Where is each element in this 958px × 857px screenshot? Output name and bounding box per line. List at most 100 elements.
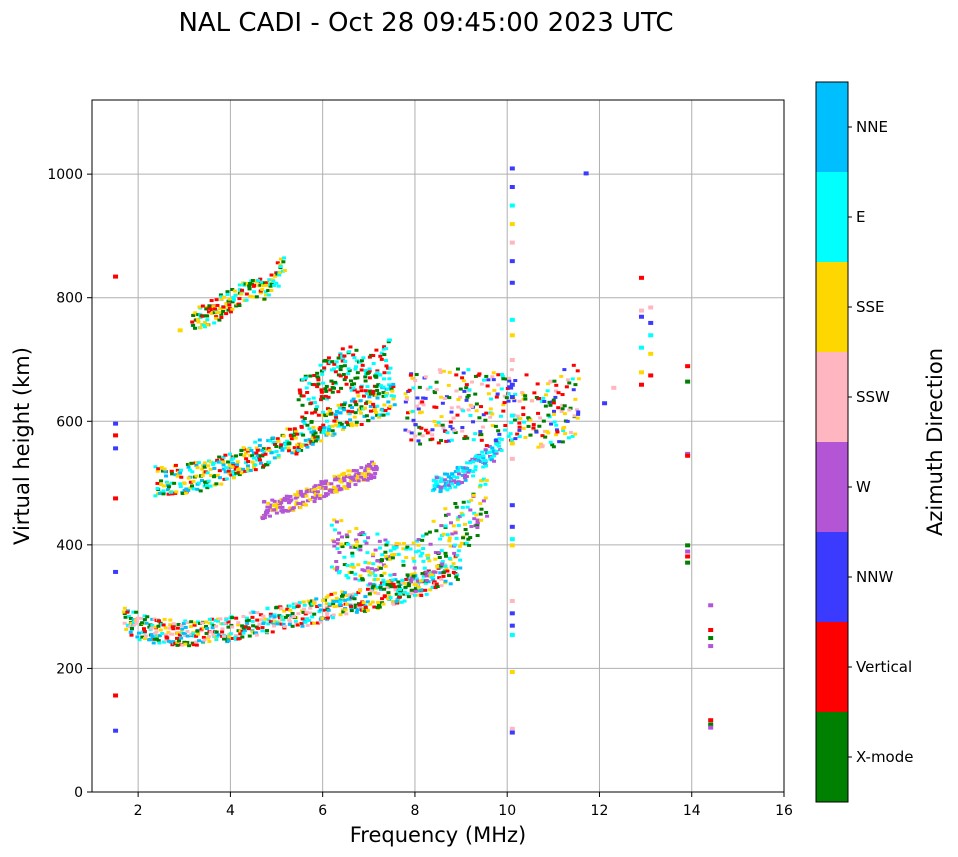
echo-point [333, 423, 338, 427]
echo-point [455, 553, 460, 557]
echo-point [269, 503, 274, 507]
echo-point [297, 445, 302, 449]
echo-point [359, 411, 364, 415]
echo-point [338, 600, 343, 604]
echo-point [153, 494, 158, 498]
colorbar-label: SSE [856, 298, 885, 316]
echo-point [264, 293, 269, 297]
echo-point [231, 476, 236, 480]
echo-point [272, 620, 277, 624]
echo-point [224, 477, 229, 481]
echo-point [217, 469, 222, 473]
echo-point [437, 368, 442, 372]
echo-point [442, 484, 447, 488]
echo-point [359, 368, 364, 372]
echo-point [246, 618, 251, 622]
echo-point [457, 514, 462, 518]
echo-point [142, 614, 147, 618]
echo-point [205, 323, 210, 327]
echo-point [430, 585, 435, 589]
echo-point [278, 257, 283, 261]
echo-point [454, 389, 459, 393]
echo-point [467, 468, 472, 472]
echo-point [387, 338, 392, 342]
echo-point [386, 340, 391, 344]
echo-point [296, 502, 301, 506]
echo-point [495, 392, 500, 396]
echo-point [226, 469, 231, 473]
colorbar-label: Vertical [856, 658, 912, 676]
echo-point [509, 623, 515, 628]
echo-point [134, 610, 139, 614]
echo-point [336, 474, 341, 478]
echo-point [412, 559, 417, 563]
echo-point [366, 467, 371, 471]
echo-point [352, 388, 357, 392]
echo-point [320, 372, 325, 376]
echo-point [517, 425, 522, 429]
echo-point [554, 433, 559, 437]
echo-point [475, 534, 480, 538]
echo-point [142, 618, 147, 622]
echo-point [375, 371, 380, 375]
echo-point [648, 320, 654, 325]
echo-point [156, 467, 161, 471]
echo-point [441, 369, 446, 373]
echo-point [338, 424, 343, 428]
echo-point [282, 609, 287, 613]
echo-point [487, 450, 492, 454]
echo-point [409, 580, 414, 584]
echo-point [573, 383, 578, 387]
echo-point [381, 578, 386, 582]
echo-point [215, 458, 220, 462]
echo-point [207, 639, 212, 643]
echo-point [349, 606, 354, 610]
echo-point [547, 415, 552, 419]
echo-point [217, 318, 222, 322]
echo-point [162, 640, 167, 644]
echo-point [122, 621, 127, 625]
echo-point [194, 464, 199, 468]
echo-point [382, 587, 387, 591]
echo-point [517, 399, 522, 403]
echo-point [573, 397, 578, 401]
echo-point [507, 379, 512, 383]
echo-point [307, 438, 312, 442]
echo-point [548, 440, 553, 444]
echo-point [497, 437, 502, 441]
echo-point [445, 431, 450, 435]
echo-point [484, 478, 489, 482]
echo-point [513, 437, 518, 441]
echo-point [416, 439, 421, 443]
echo-point [236, 637, 241, 641]
echo-point [365, 587, 370, 591]
echo-point [391, 385, 396, 389]
echo-point [509, 222, 515, 227]
echo-point [430, 428, 435, 432]
echo-point [440, 564, 445, 568]
echo-point [548, 403, 553, 407]
echo-point [230, 288, 235, 292]
echo-point [563, 432, 568, 436]
echo-point [448, 420, 453, 424]
echo-point [457, 481, 462, 485]
echo-point [409, 588, 414, 592]
echo-point [404, 556, 409, 560]
echo-point [473, 465, 478, 469]
echo-point [333, 380, 338, 384]
echo-point [352, 478, 357, 482]
echo-point [163, 470, 168, 474]
echo-point [352, 597, 357, 601]
echo-point [331, 613, 336, 617]
echo-point [466, 408, 471, 412]
echo-point [434, 388, 439, 392]
echo-point [494, 449, 499, 453]
echo-point [209, 622, 214, 626]
grid-lines [92, 100, 785, 793]
echo-point [602, 401, 608, 406]
echo-point [230, 636, 235, 640]
echo-point [451, 524, 456, 528]
echo-point [230, 616, 235, 620]
echo-point [156, 639, 161, 643]
